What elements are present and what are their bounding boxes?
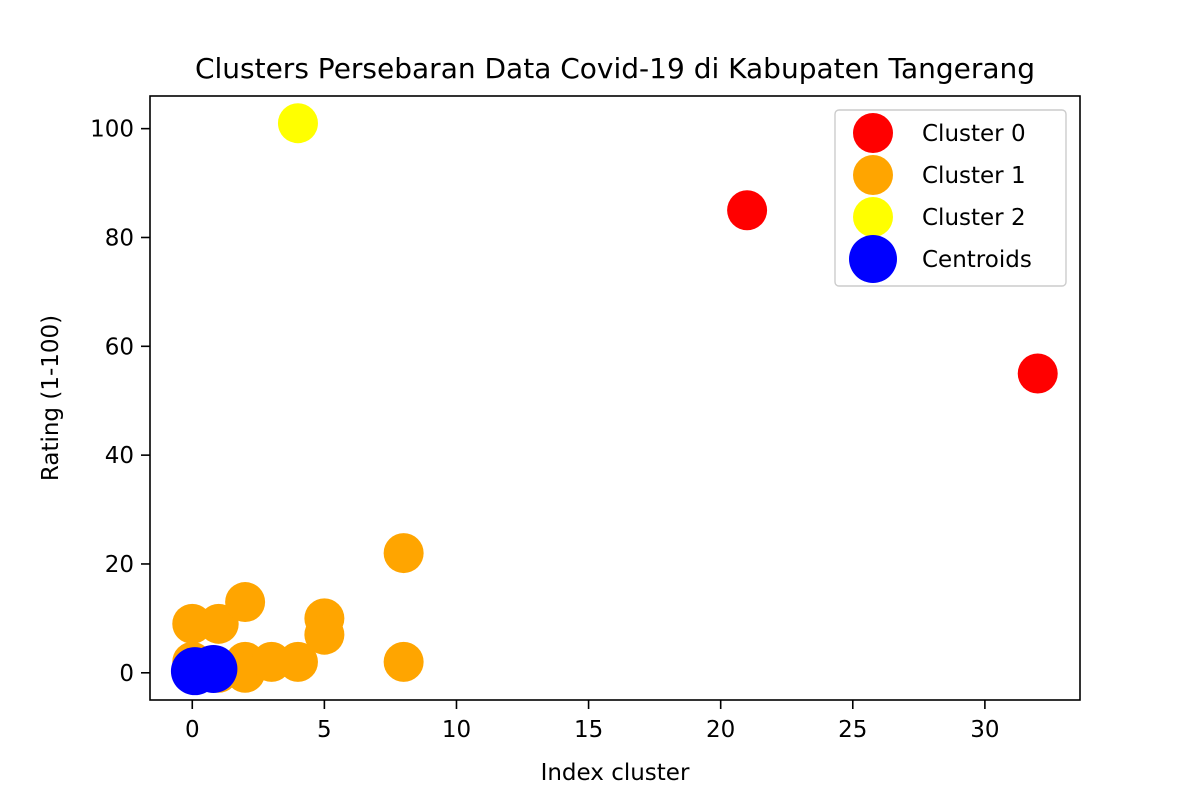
data-point-series-1 [277, 641, 318, 682]
data-point-series-1 [198, 603, 239, 644]
legend-label-2: Cluster 2 [922, 205, 1026, 231]
legend-marker-3 [849, 235, 897, 283]
data-point-series-3 [189, 644, 238, 693]
data-point-series-1 [225, 582, 266, 623]
y-tick-label: 100 [90, 117, 134, 143]
legend-marker-2 [853, 197, 893, 237]
x-tick-label: 20 [706, 717, 735, 743]
x-tick-label: 10 [442, 717, 471, 743]
x-axis-ticks: 0 5 10 15 20 25 30 [185, 700, 1000, 743]
data-points [170, 103, 1058, 696]
plot-area-frame [149, 95, 1081, 701]
y-tick-label: 80 [105, 225, 134, 251]
y-tick-label: 20 [105, 552, 134, 578]
data-point-series-2 [277, 103, 318, 144]
y-axis-ticks: 0 20 40 60 80 100 [90, 117, 150, 687]
plot-area-clip [170, 103, 1058, 696]
x-axis-label: Index cluster [541, 760, 690, 786]
legend-marker-1 [853, 155, 893, 195]
chart-title: Clusters Persebaran Data Covid-19 di Kab… [195, 52, 1035, 85]
y-tick-label: 60 [105, 334, 134, 360]
y-tick-label: 0 [119, 661, 134, 687]
x-tick-label: 30 [970, 717, 999, 743]
data-point-series-1 [383, 533, 424, 574]
data-point-series-0 [1017, 353, 1058, 394]
legend-box [834, 109, 1067, 287]
y-tick-label: 40 [105, 443, 134, 469]
legend: Cluster 0 Cluster 1 Cluster 2 Centroids [834, 109, 1067, 287]
y-axis-label: Rating (1-100) [38, 315, 64, 481]
legend-label-3: Centroids [922, 247, 1032, 273]
x-tick-label: 5 [317, 717, 332, 743]
legend-marker-0 [853, 113, 893, 153]
data-point-series-1 [304, 614, 345, 655]
legend-label-1: Cluster 1 [922, 163, 1026, 189]
x-tick-label: 15 [574, 717, 603, 743]
x-tick-label: 25 [838, 717, 867, 743]
data-point-series-0 [727, 190, 768, 231]
x-tick-label: 0 [185, 717, 200, 743]
data-point-series-1 [383, 641, 424, 682]
legend-label-0: Cluster 0 [922, 121, 1026, 147]
